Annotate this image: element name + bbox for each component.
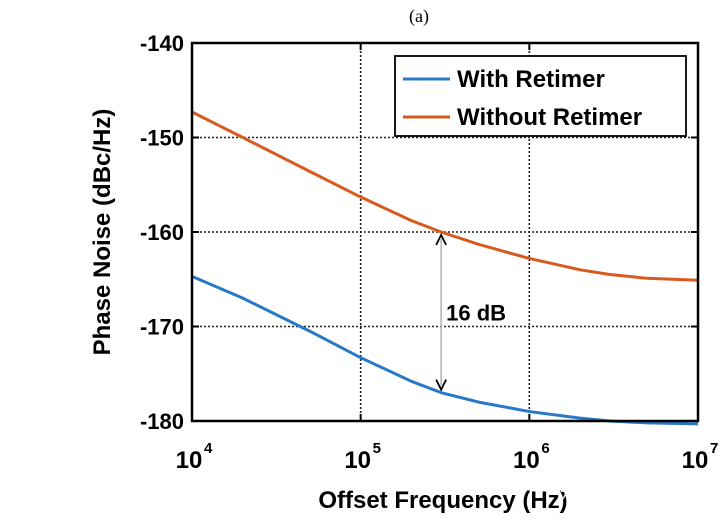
x-tick-label: 10 [513,447,540,474]
y-tick-label: -170 [140,315,184,340]
legend-label-without-retimer: Without Retimer [457,104,642,131]
x-tick-exponent: 6 [541,440,549,457]
y-axis-ticks: -140 -150 -160 -170 -180 [140,31,698,434]
y-tick-label: -180 [140,409,184,434]
x-tick-label: 10 [344,447,371,474]
x-tick-exponent: 7 [710,440,718,457]
y-tick-label: -140 [140,31,184,56]
legend-box [394,55,687,137]
x-axis-ticks: 10 4 10 5 10 6 10 7 [176,43,718,474]
series-line-with-retimer [191,275,699,426]
annotation-label: 16 dB [446,300,506,325]
watermark: 知乎 @wsaaahv [560,480,715,504]
annotation-arrowhead-up [435,232,447,246]
y-tick-label: -150 [140,126,184,151]
y-axis-label: Phase Noise (dBc/Hz) [89,109,116,356]
annotation-arrowhead-down [435,379,447,392]
annotations: 16 dB [435,232,506,392]
x-tick-exponent: 5 [373,440,381,457]
legend: With Retimer Without Retimer [394,55,687,137]
legend-label-with-retimer: With Retimer [457,66,605,93]
x-axis-label: Offset Frequency (Hz) [318,487,567,514]
x-tick-label: 10 [176,447,203,474]
series-line-without-retimer [191,110,699,282]
panel-label: (a) [409,6,429,27]
data-series [191,110,699,426]
x-tick-exponent: 4 [204,440,213,457]
x-tick-label: 10 [682,447,709,474]
y-tick-label: -160 [140,220,184,245]
